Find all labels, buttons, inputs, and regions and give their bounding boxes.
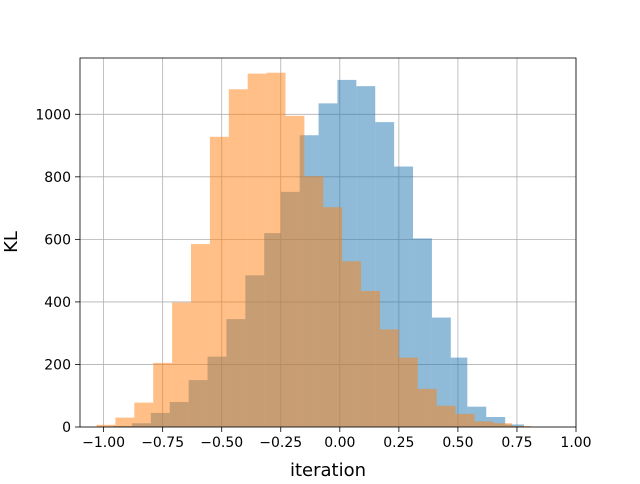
histogram-bar — [266, 72, 286, 428]
histogram-bar — [172, 302, 192, 427]
x-tick-label: 1.00 — [560, 435, 591, 451]
x-tick-label: 0.25 — [383, 435, 414, 451]
histogram-bar — [505, 424, 525, 427]
x-tick-label: 0.50 — [442, 435, 473, 451]
histogram-bar — [455, 413, 475, 427]
x-tick-label: 0.00 — [324, 435, 355, 451]
histogram-bar — [209, 136, 229, 427]
histogram-bar — [323, 207, 343, 427]
histogram-bar — [361, 290, 380, 427]
y-axis-label: KL — [1, 231, 22, 253]
histogram-bar — [228, 89, 248, 428]
y-tick-label: 400 — [44, 295, 71, 311]
histogram-bar — [247, 73, 267, 427]
histogram-bar — [436, 405, 456, 427]
x-tick-label: −1.00 — [82, 435, 125, 451]
y-tick-label: 200 — [44, 357, 71, 373]
x-axis-label: iteration — [290, 460, 366, 480]
histogram-bar — [474, 421, 494, 427]
x-tick-label: −0.75 — [141, 435, 184, 451]
x-tick-label: −0.50 — [200, 435, 243, 451]
histogram-bar — [191, 244, 210, 427]
histogram-bar — [96, 424, 116, 427]
histogram-bar — [342, 261, 362, 427]
histogram-bar — [398, 357, 418, 427]
histogram-bar — [486, 416, 506, 427]
histogram-bar — [115, 417, 135, 427]
histogram-bar — [134, 402, 154, 427]
y-tick-label: 800 — [44, 170, 71, 186]
histogram-bar — [379, 329, 399, 427]
y-tick-label: 1000 — [35, 107, 71, 123]
histogram-bar — [493, 423, 513, 427]
x-tick-label: −0.25 — [259, 435, 302, 451]
histogram-bar — [153, 362, 173, 427]
x-tick-label: 0.75 — [501, 435, 532, 451]
ticks-layer: −1.00 −0.75 −0.50 −0.25 0.00 0.25 0.50 0.75 1.00… — [35, 107, 591, 451]
y-tick-label: 0 — [62, 420, 71, 436]
histogram-bar — [304, 176, 324, 427]
histogram-bar — [512, 426, 532, 427]
y-tick-label: 600 — [44, 232, 71, 248]
histogram-bar — [285, 115, 305, 428]
plot-frame — [79, 57, 577, 428]
histogram-bar — [417, 388, 437, 427]
bars-layer — [96, 72, 532, 428]
